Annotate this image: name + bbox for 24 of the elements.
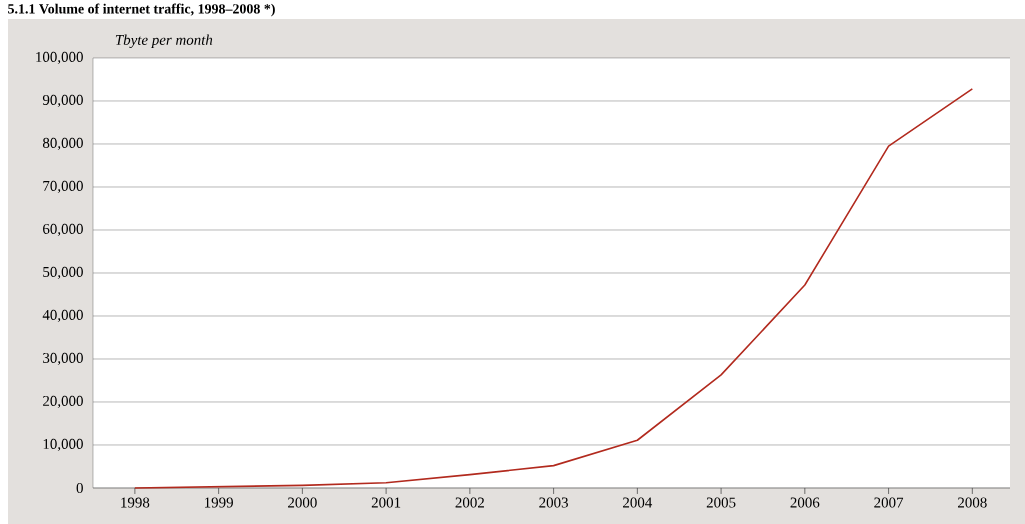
- y-tick-label: 90,000: [42, 94, 83, 108]
- y-tick-label: 50,000: [43, 266, 83, 280]
- y-axis-title: Tbyte per month: [115, 34, 213, 49]
- x-tick-label: 2006: [790, 497, 820, 508]
- x-tick-label: 2000: [288, 497, 317, 508]
- x-tick-label: 1998: [121, 497, 150, 508]
- y-tick-label: 100,000: [36, 51, 83, 65]
- x-tick-label: 2005: [706, 497, 736, 508]
- chart-title: 5.1.1 Volume of internet traffic, 1998–2008 *): [8, 3, 275, 17]
- x-tick-label: 2001: [371, 497, 401, 508]
- y-tick-label: 10,000: [43, 438, 83, 452]
- y-tick-label: 0: [76, 482, 83, 494]
- x-tick-label: 2004: [623, 497, 653, 508]
- x-tick-label: 2002: [455, 497, 484, 508]
- x-tick-label: 1999: [204, 497, 233, 508]
- y-tick-label: 30,000: [43, 352, 83, 366]
- x-tick-label: 2007: [874, 497, 904, 508]
- x-tick-label: 2008: [958, 497, 987, 508]
- y-tick-label: 60,000: [43, 223, 83, 237]
- y-tick-label: 20,000: [43, 395, 83, 409]
- y-tick-label: 40,000: [42, 309, 83, 323]
- x-tick-label: 2003: [539, 497, 568, 508]
- y-tick-label: 70,000: [43, 180, 83, 194]
- y-tick-label: 80,000: [42, 137, 83, 151]
